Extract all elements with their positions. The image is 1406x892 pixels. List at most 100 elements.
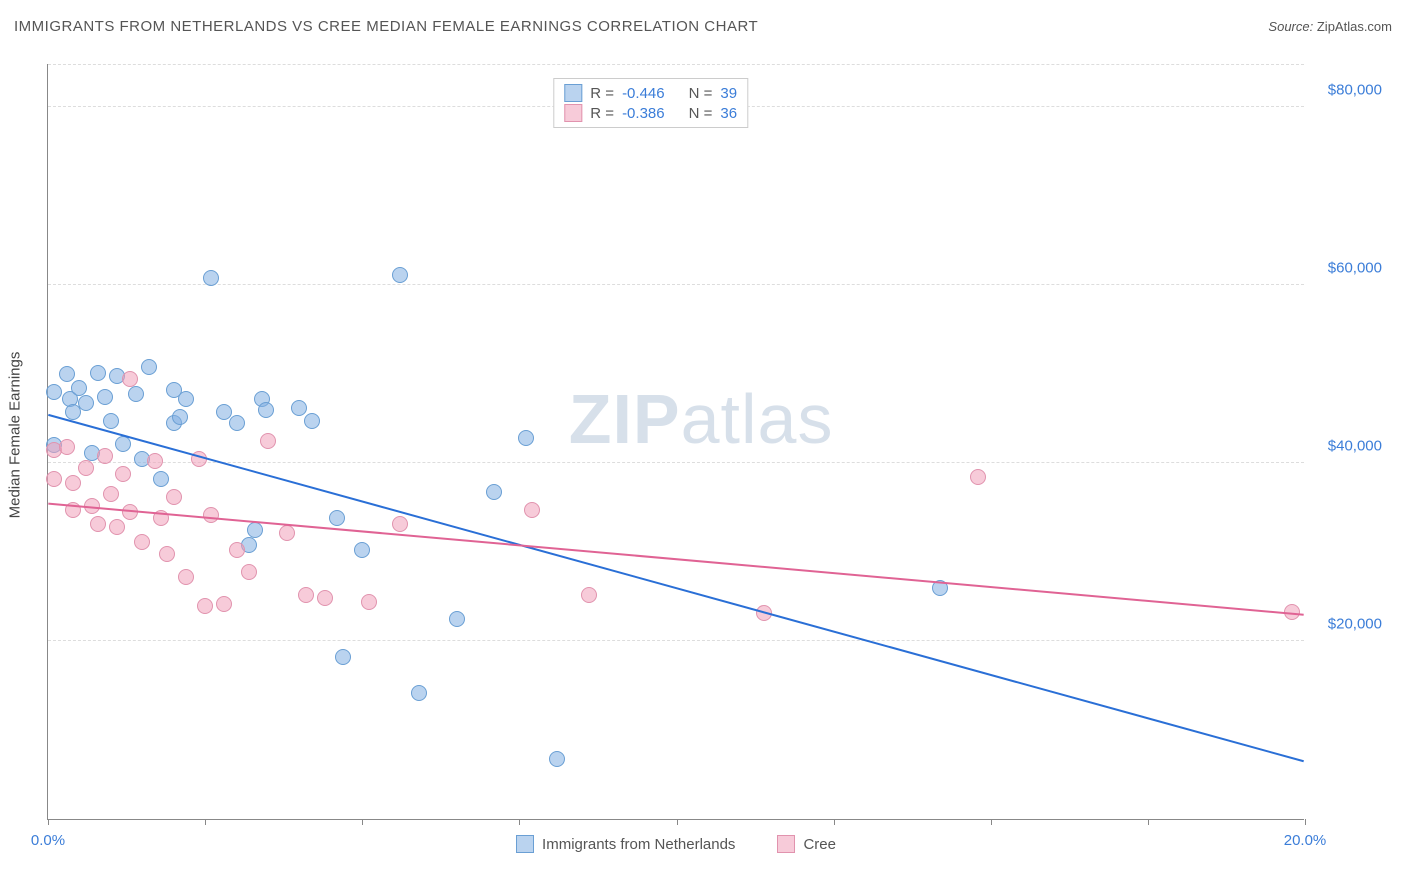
data-point [71, 380, 87, 396]
gridline [48, 284, 1304, 285]
data-point [486, 484, 502, 500]
data-point [229, 542, 245, 558]
data-point [103, 486, 119, 502]
data-point [147, 453, 163, 469]
watermark-light: atlas [681, 380, 834, 458]
data-point [178, 391, 194, 407]
data-point [172, 409, 188, 425]
y-tick-label: $60,000 [1310, 260, 1382, 277]
data-point [524, 502, 540, 518]
legend-row: R = -0.386 N = 36 [564, 103, 737, 123]
data-point [229, 415, 245, 431]
data-point [115, 466, 131, 482]
data-point [335, 649, 351, 665]
data-point [90, 365, 106, 381]
data-point [317, 590, 333, 606]
data-point [581, 587, 597, 603]
data-point [203, 507, 219, 523]
data-point [84, 498, 100, 514]
r-value: -0.446 [622, 85, 665, 102]
correlation-legend: R = -0.446 N = 39 R = -0.386 N = 36 [553, 78, 748, 128]
data-point [354, 542, 370, 558]
trend-line [48, 504, 1303, 615]
source-attribution: Source: ZipAtlas.com [1268, 19, 1392, 34]
r-label: R = [590, 85, 614, 102]
data-point [329, 510, 345, 526]
data-point [291, 400, 307, 416]
data-point [115, 436, 131, 452]
x-tick [1305, 819, 1306, 825]
data-point [166, 489, 182, 505]
watermark: ZIPatlas [569, 379, 834, 459]
x-tick [677, 819, 678, 825]
x-tick [991, 819, 992, 825]
trend-line [48, 415, 1303, 761]
n-value: 36 [720, 105, 737, 122]
y-tick-label: $80,000 [1310, 82, 1382, 99]
series-label: Cree [803, 836, 836, 853]
data-point [46, 384, 62, 400]
data-point [122, 371, 138, 387]
data-point [298, 587, 314, 603]
data-point [258, 402, 274, 418]
data-point [411, 685, 427, 701]
x-tick [1148, 819, 1149, 825]
gridline [48, 640, 1304, 641]
data-point [159, 546, 175, 562]
data-point [970, 469, 986, 485]
gridline [48, 64, 1304, 65]
x-tick [205, 819, 206, 825]
data-point [203, 270, 219, 286]
data-point [46, 471, 62, 487]
data-point [197, 598, 213, 614]
x-tick [834, 819, 835, 825]
gridline [48, 462, 1304, 463]
data-point [65, 502, 81, 518]
legend-row: R = -0.446 N = 39 [564, 83, 737, 103]
data-point [392, 516, 408, 532]
y-tick-label: $40,000 [1310, 438, 1382, 455]
n-label: N = [689, 105, 713, 122]
x-tick-label: 20.0% [1284, 832, 1327, 849]
series-swatch-icon [516, 835, 534, 853]
series-label: Immigrants from Netherlands [542, 836, 735, 853]
data-point [153, 510, 169, 526]
data-point [361, 594, 377, 610]
source-label: Source: [1268, 19, 1313, 34]
y-axis-label: Median Female Earnings [7, 352, 24, 519]
x-tick [362, 819, 363, 825]
series-swatch-icon [777, 835, 795, 853]
data-point [97, 389, 113, 405]
x-tick [519, 819, 520, 825]
y-tick-label: $20,000 [1310, 616, 1382, 633]
x-tick-label: 0.0% [31, 832, 65, 849]
data-point [141, 359, 157, 375]
data-point [128, 386, 144, 402]
data-point [449, 611, 465, 627]
series-swatch-icon [564, 84, 582, 102]
data-point [191, 451, 207, 467]
chart-area: Median Female Earnings ZIPatlas R = -0.4… [47, 50, 1387, 820]
source-value: ZipAtlas.com [1317, 19, 1392, 34]
data-point [65, 475, 81, 491]
data-point [90, 516, 106, 532]
data-point [97, 448, 113, 464]
data-point [178, 569, 194, 585]
r-label: R = [590, 105, 614, 122]
n-value: 39 [720, 85, 737, 102]
plot-region: ZIPatlas R = -0.446 N = 39 R = -0.386 N … [47, 64, 1304, 820]
data-point [392, 267, 408, 283]
series-legend: Immigrants from Netherlands Cree [48, 835, 1304, 853]
data-point [216, 596, 232, 612]
n-label: N = [689, 85, 713, 102]
data-point [153, 471, 169, 487]
data-point [122, 504, 138, 520]
data-point [304, 413, 320, 429]
data-point [247, 522, 263, 538]
data-point [518, 430, 534, 446]
data-point [932, 580, 948, 596]
data-point [59, 439, 75, 455]
r-value: -0.386 [622, 105, 665, 122]
series-swatch-icon [564, 104, 582, 122]
data-point [260, 433, 276, 449]
